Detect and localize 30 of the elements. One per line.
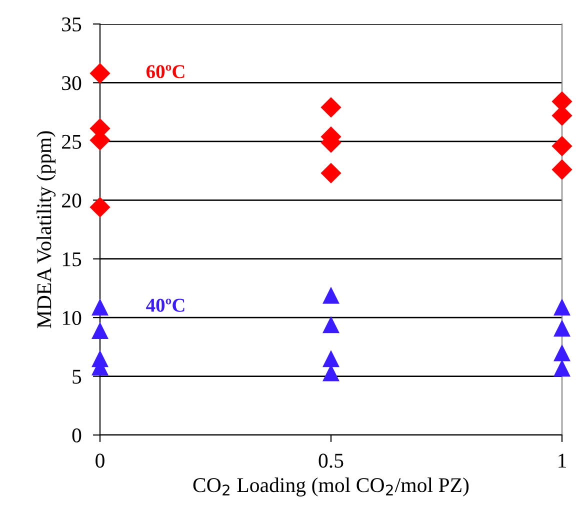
y-tick-label: 25 <box>62 134 82 149</box>
point <box>91 298 109 316</box>
point <box>91 322 109 339</box>
point <box>553 360 571 377</box>
x-tick-label: 0.5 <box>318 454 344 468</box>
point <box>552 136 572 156</box>
series-label: 40ºC <box>146 298 184 312</box>
point <box>322 286 340 304</box>
y-tick-label: 15 <box>62 252 82 266</box>
point <box>553 344 571 362</box>
y-axis-title: MDEA Volatility (ppm) <box>36 131 56 328</box>
point <box>553 298 571 316</box>
point <box>320 97 342 118</box>
point <box>322 350 340 368</box>
point <box>322 316 340 334</box>
series-label: 60ºC <box>146 65 184 78</box>
y-tick-label: 0 <box>72 428 82 442</box>
y-tick-label: 10 <box>62 310 82 326</box>
point <box>553 320 571 337</box>
point <box>552 159 572 180</box>
point <box>90 196 110 218</box>
y-tick-label: 30 <box>62 76 82 90</box>
point <box>90 63 110 84</box>
x-tick-label: 1 <box>558 454 566 468</box>
x-axis-title: CO$_{2}$ Loading (mol CO$_{2}$/mol PZ) <box>193 478 469 496</box>
y-tick-label: 5 <box>72 370 82 384</box>
point <box>320 162 342 184</box>
y-tick-label: 20 <box>62 194 82 208</box>
y-tick-label: 35 <box>62 17 82 32</box>
x-tick-label: 0 <box>96 454 104 468</box>
